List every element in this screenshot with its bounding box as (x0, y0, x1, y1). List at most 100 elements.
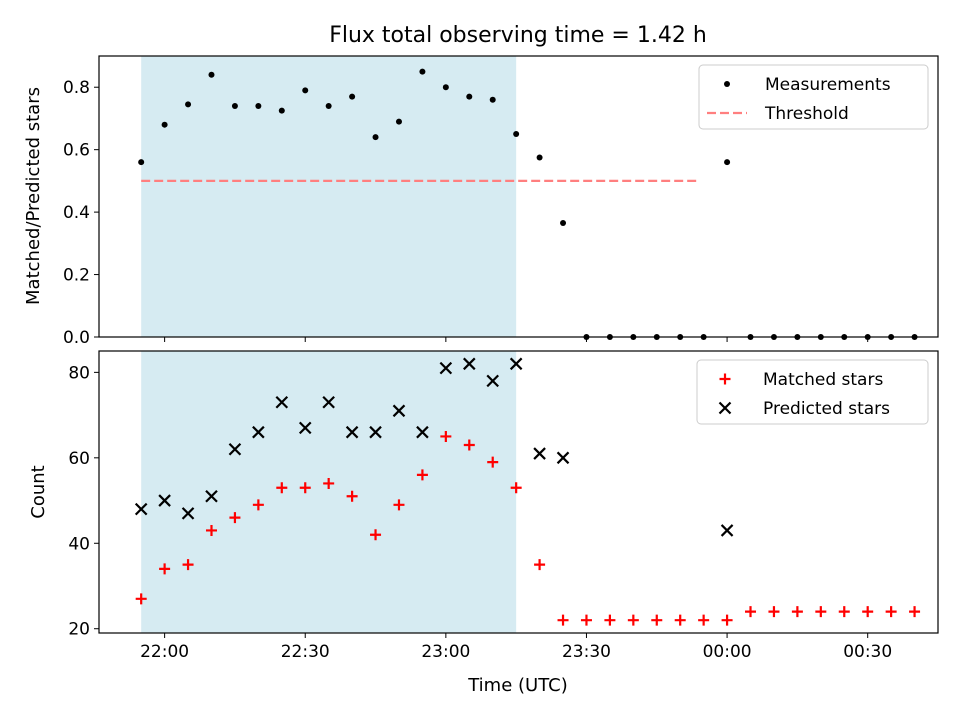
matched-stars-point (159, 563, 171, 575)
matched-stars-point (323, 477, 335, 489)
figure-title: Flux total observing time = 1.42 h (329, 23, 707, 48)
legend-dot-icon (724, 81, 730, 87)
predicted-stars-point (439, 361, 453, 375)
y-tick-label: 40 (68, 534, 90, 554)
legend-plus-icon (719, 373, 731, 385)
measurement-point (208, 71, 215, 78)
matched-stars-point (604, 614, 616, 626)
predicted-stars-point (509, 357, 523, 371)
matched-stars-point (885, 606, 897, 618)
matched-stars-point (416, 469, 428, 481)
legend-box (698, 64, 929, 130)
y-tick-label: 0.8 (63, 78, 90, 98)
bottom-panel: 20 40 60 80 22:00 22:30 23:00 23:30 00:00 00:30 Ma… (68, 350, 939, 662)
y-tick-label: 0.4 (63, 203, 90, 223)
measurement-point (395, 118, 402, 125)
matched-stars-point (815, 606, 827, 618)
matched-stars-point (580, 614, 592, 626)
measurement-point (278, 107, 285, 114)
matched-stars-point (205, 524, 217, 536)
top-y-axis-label: Matched/Predicted stars (23, 87, 44, 305)
y-tick-label: 0.0 (63, 328, 90, 348)
y-tick-label: 0.2 (63, 266, 90, 286)
matched-stars-point (440, 430, 452, 442)
measurement-point (466, 93, 473, 100)
matched-stars-point (370, 529, 382, 541)
top-panel: 0.0 0.2 0.4 0.6 0.8 Measurements Threshold (63, 55, 939, 348)
legend-label: Predicted stars (763, 399, 890, 419)
predicted-stars-point (275, 395, 289, 409)
x-tick-label: 00:00 (703, 642, 752, 662)
matched-stars-point (487, 456, 499, 468)
shaded-observing-span (141, 351, 517, 633)
matched-stars-point (299, 482, 311, 494)
predicted-stars-point (181, 507, 195, 520)
x-axis-label: Time (UTC) (467, 675, 568, 696)
measurement-point (255, 102, 262, 109)
y-tick-label: 60 (68, 449, 90, 469)
measurement-point (231, 102, 238, 109)
y-tick-label: 0.6 (63, 141, 90, 161)
matched-stars-point (862, 606, 874, 618)
predicted-stars-point (228, 442, 242, 456)
axes-frame (98, 350, 939, 634)
measurement-point (560, 220, 567, 227)
x-tick-label: 00:30 (843, 642, 892, 662)
measurement-point (325, 102, 332, 109)
predicted-stars-point (158, 494, 171, 507)
predicted-stars-point (298, 421, 312, 435)
y-tick-label: 80 (68, 363, 90, 383)
matched-stars-point (768, 606, 780, 618)
legend-label: Matched stars (763, 370, 883, 390)
predicted-stars-point (252, 425, 265, 439)
predicted-stars-point (720, 524, 734, 537)
measurement-point (513, 131, 520, 138)
matched-stars-point (534, 559, 546, 571)
matched-stars-point (745, 606, 757, 618)
matched-stars-point (182, 559, 194, 571)
measurement-point (489, 96, 496, 103)
matched-stars-point (229, 512, 241, 524)
matched-stars-point (346, 490, 358, 502)
predicted-stars-point (345, 425, 359, 439)
measurement-point (372, 134, 379, 141)
predicted-stars-point (322, 395, 335, 409)
x-tick-label: 22:30 (281, 642, 330, 662)
x-tick-label: 23:30 (562, 642, 611, 662)
predicted-stars-point (369, 425, 382, 439)
matched-stars-point (252, 499, 264, 511)
predicted-stars-point (392, 404, 406, 418)
matched-stars-point (393, 499, 405, 511)
measurement-point (349, 93, 356, 100)
measurement-point (724, 159, 731, 166)
predicted-stars-point (463, 357, 476, 371)
measurement-point (536, 154, 543, 161)
legend-label: Measurements (765, 75, 891, 95)
x-tick-label: 22:00 (140, 642, 189, 662)
matched-stars-point (791, 606, 803, 618)
bottom-y-axis-label: Count (28, 465, 49, 518)
matched-stars-point (135, 593, 147, 605)
matched-stars-point (463, 439, 475, 451)
measurement-point (419, 68, 426, 75)
matched-stars-point (510, 482, 522, 494)
measurement-point (302, 87, 309, 94)
matched-stars-point (838, 606, 850, 618)
matched-stars-point (651, 614, 663, 626)
measurement-point (185, 101, 192, 108)
matched-stars-point (674, 614, 686, 626)
predicted-stars-point (556, 451, 570, 465)
x-tick-label: 23:00 (421, 642, 470, 662)
matched-stars-point (909, 606, 921, 618)
matched-stars-point (557, 614, 569, 626)
matched-stars-point (698, 614, 710, 626)
measurement-point (442, 84, 449, 91)
measurement-point (161, 121, 168, 128)
predicted-stars-point (486, 374, 499, 388)
predicted-stars-point (134, 502, 148, 516)
measurement-point (138, 159, 145, 166)
legend-label: Threshold (764, 104, 849, 124)
predicted-stars-point (205, 489, 218, 503)
predicted-stars-point (533, 447, 546, 460)
